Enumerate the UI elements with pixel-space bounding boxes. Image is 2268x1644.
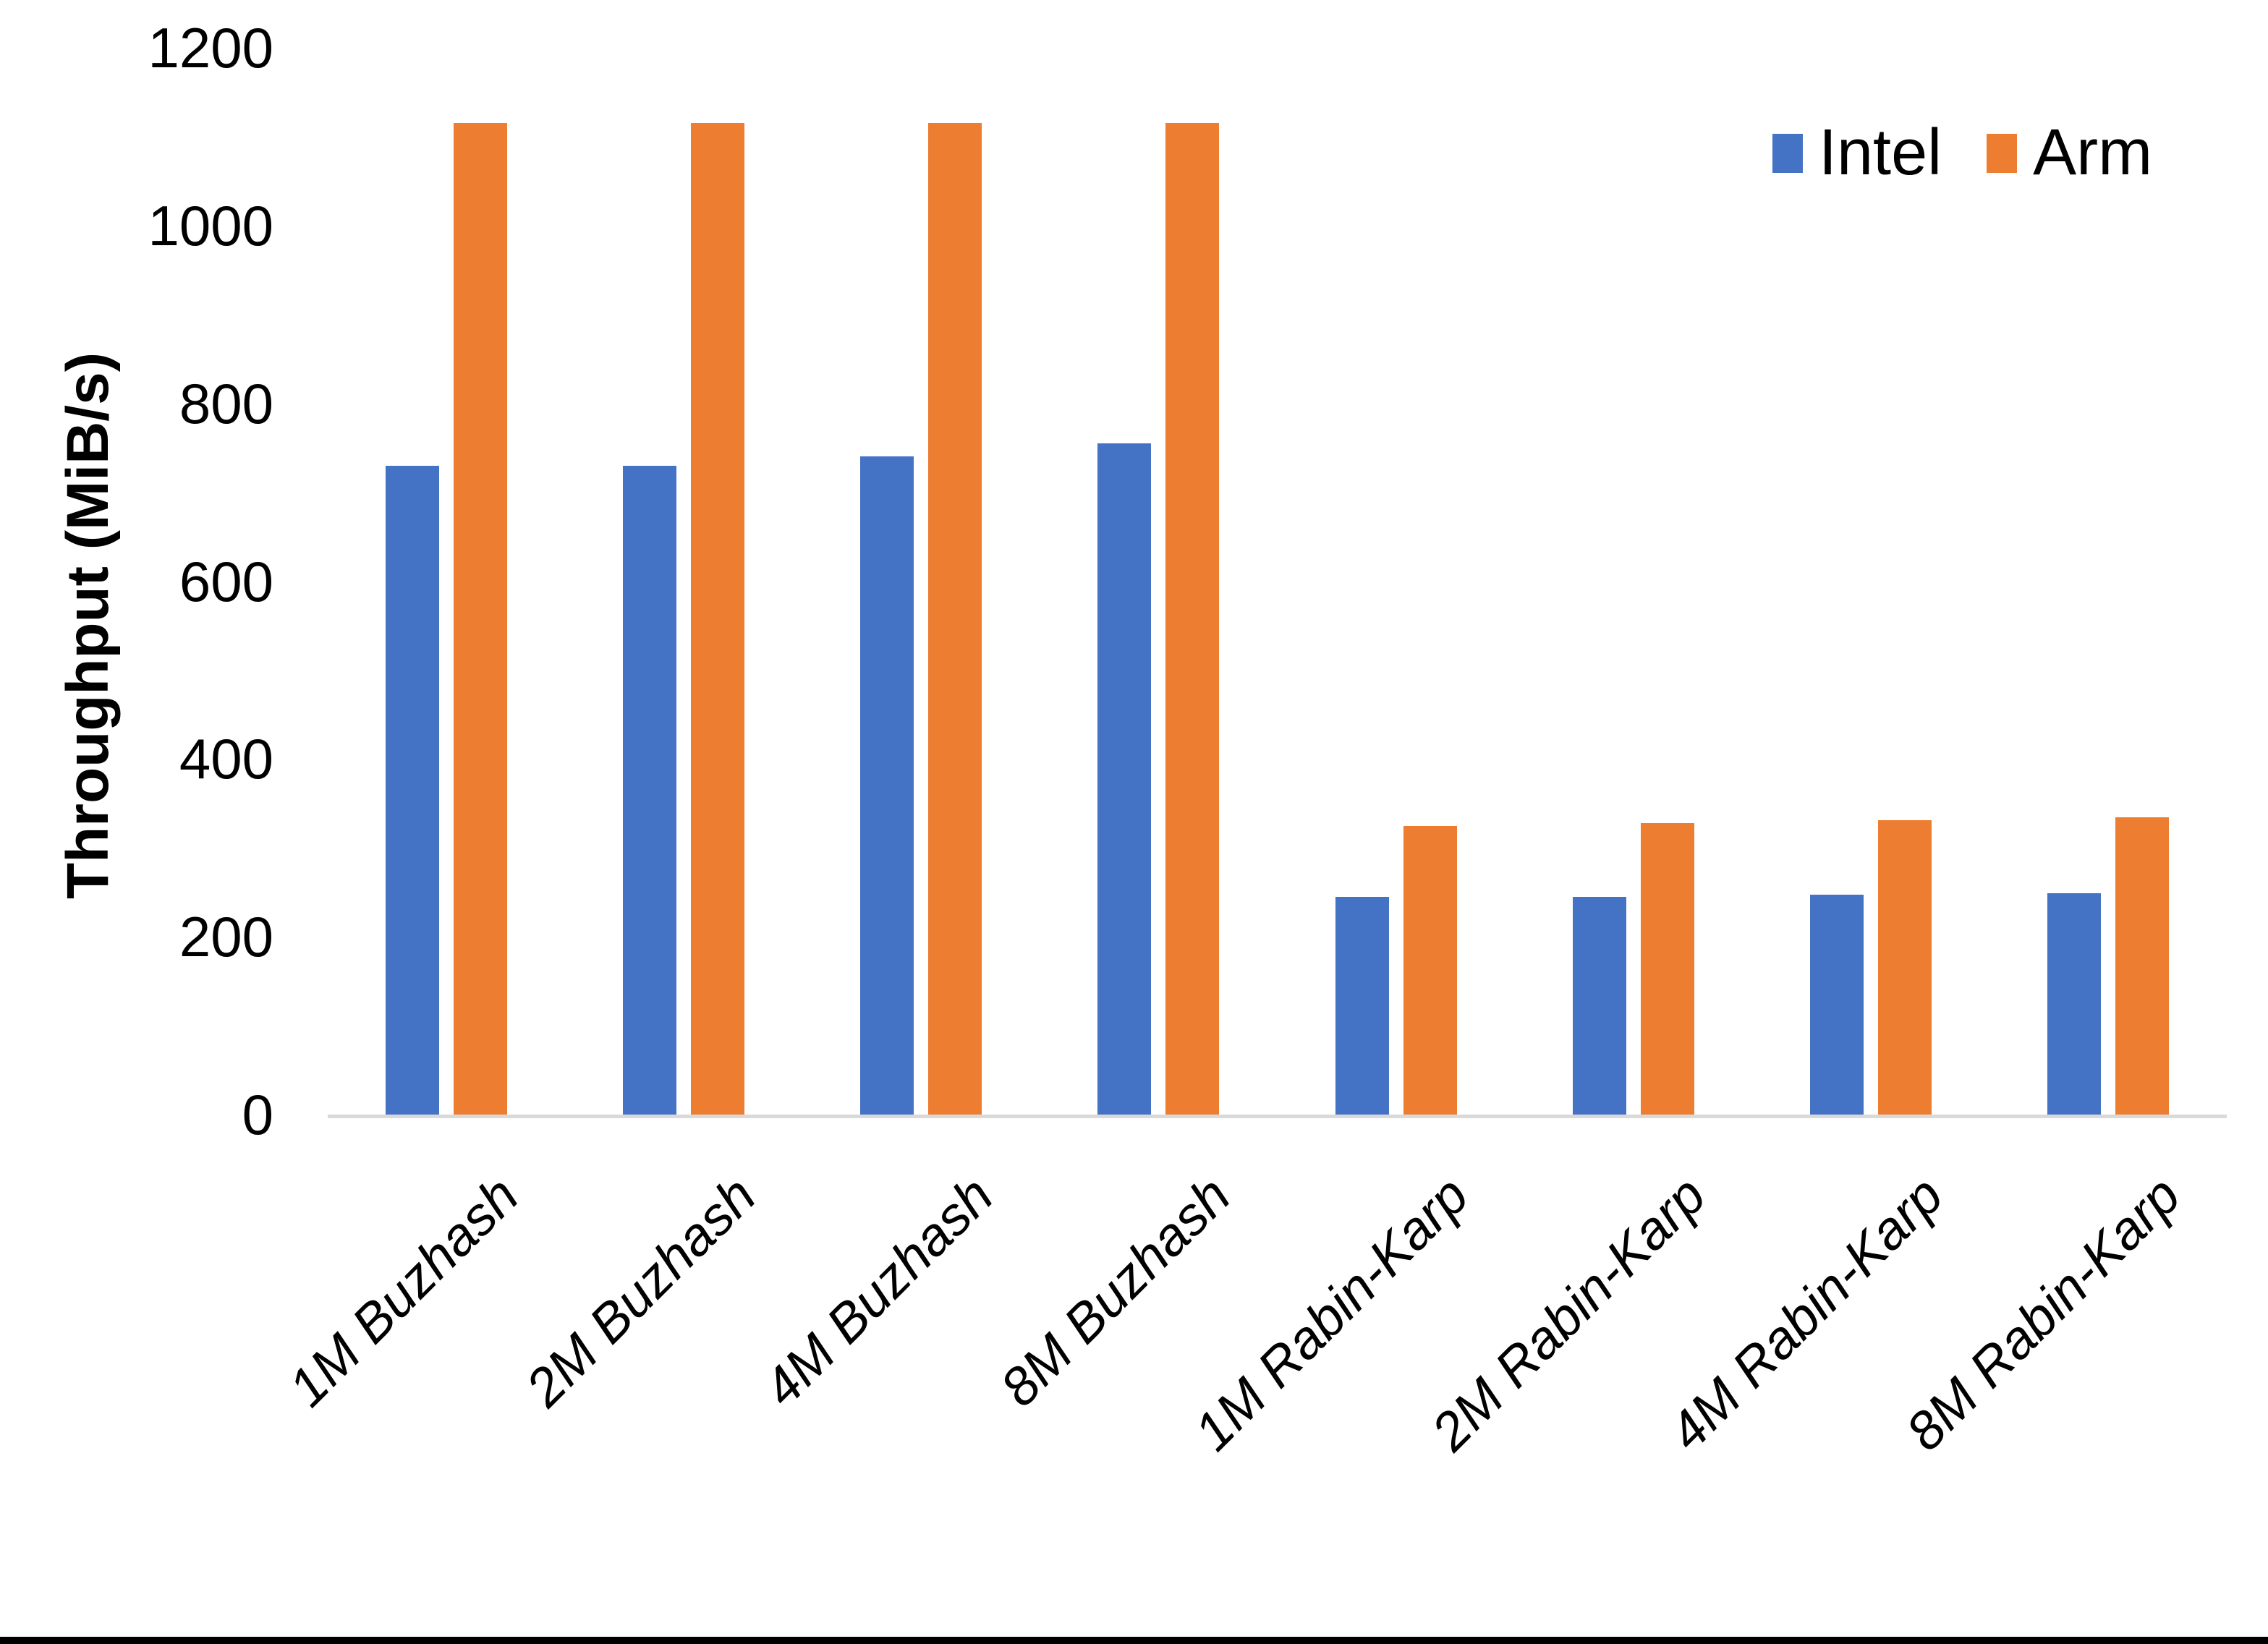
bar-intel-1m-rabin-karp xyxy=(1335,897,1389,1115)
bar-arm-4m-buzhash xyxy=(928,123,982,1115)
y-tick-label-0: 0 xyxy=(242,1083,273,1146)
legend-item-intel: Intel xyxy=(1772,116,1942,190)
x-category-label-4m-buzhash: 4M Buzhash xyxy=(751,1164,1005,1418)
y-tick-label-1200: 1200 xyxy=(148,16,273,80)
y-axis-title: Throughput (MiB/s) xyxy=(55,352,121,900)
bar-arm-2m-rabin-karp xyxy=(1641,823,1694,1115)
bar-intel-4m-rabin-karp xyxy=(1810,895,1864,1115)
bar-arm-1m-buzhash xyxy=(454,123,507,1115)
legend-item-arm: Arm xyxy=(1987,116,2152,190)
bar-arm-8m-rabin-karp xyxy=(2115,817,2169,1115)
x-category-label-8m-buzhash: 8M Buzhash xyxy=(988,1164,1242,1418)
x-category-label-2m-buzhash: 2M Buzhash xyxy=(514,1164,768,1418)
y-tick-label-400: 400 xyxy=(179,727,273,791)
bar-intel-2m-rabin-karp xyxy=(1573,897,1626,1115)
bar-intel-4m-buzhash xyxy=(860,456,914,1115)
bar-intel-1m-buzhash xyxy=(386,466,439,1115)
y-tick-label-1000: 1000 xyxy=(148,194,273,257)
y-tick-label-200: 200 xyxy=(179,905,273,968)
bar-arm-8m-buzhash xyxy=(1165,123,1219,1115)
legend-swatch-arm xyxy=(1987,133,2018,173)
bottom-border xyxy=(0,1637,2268,1644)
bar-arm-1m-rabin-karp xyxy=(1403,826,1457,1115)
legend-label-intel: Intel xyxy=(1819,116,1942,189)
plot-area xyxy=(328,0,2227,1118)
bar-intel-2m-buzhash xyxy=(623,466,676,1115)
y-tick-label-600: 600 xyxy=(179,550,273,613)
bar-arm-2m-buzhash xyxy=(691,123,744,1115)
bar-intel-8m-rabin-karp xyxy=(2047,893,2101,1115)
x-axis-line xyxy=(328,1115,2227,1118)
y-tick-label-800: 800 xyxy=(179,372,273,435)
bar-arm-4m-rabin-karp xyxy=(1878,820,1932,1115)
legend-label-arm: Arm xyxy=(2033,116,2153,189)
legend: Intel Arm xyxy=(1772,116,2152,190)
legend-swatch-intel xyxy=(1772,133,1803,173)
x-category-label-1m-buzhash: 1M Buzhash xyxy=(276,1164,530,1418)
bar-intel-8m-buzhash xyxy=(1097,443,1151,1115)
